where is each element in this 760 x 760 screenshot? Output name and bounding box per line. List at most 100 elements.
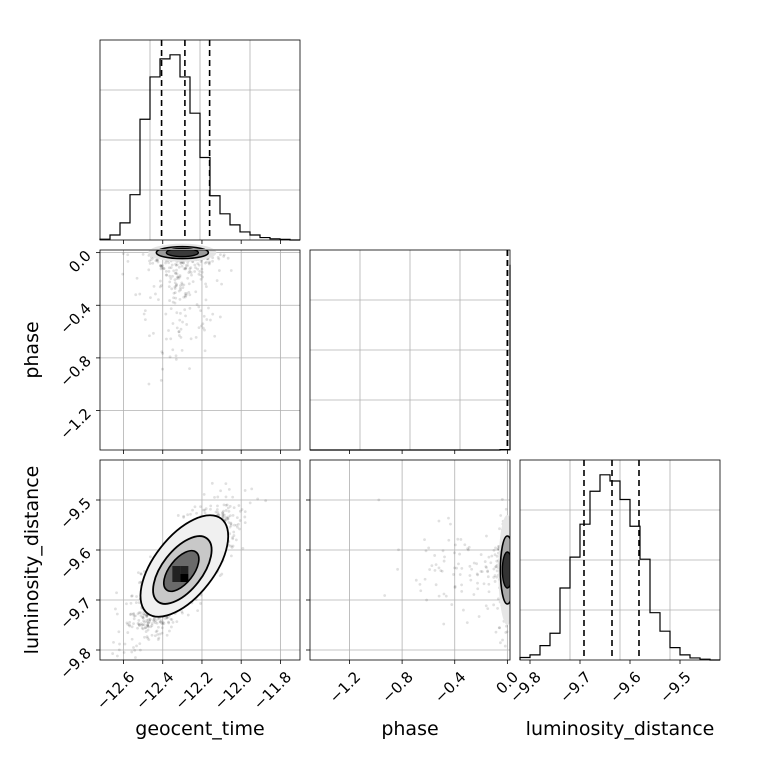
geocent_time-vs-luminosity_distance-sample-point — [126, 622, 130, 626]
phase-vs-luminosity_distance-sample-point — [487, 582, 491, 586]
geocent_time-vs-phase-sample-point — [219, 253, 222, 257]
geocent_time-vs-luminosity_distance-sample-point — [167, 621, 171, 625]
phase-vs-luminosity_distance-sample-point — [447, 516, 450, 520]
phase-vs-luminosity_distance-sample-point — [423, 577, 427, 581]
geocent_time-vs-luminosity_distance-sample-point — [128, 623, 131, 627]
phase-vs-luminosity_distance-sample-point — [442, 592, 446, 596]
phase-vs-luminosity_distance-sample-point — [504, 507, 508, 511]
geocent_time-vs-phase-sample-point — [179, 261, 182, 264]
geocent_time-vs-luminosity_distance-sample-point — [115, 591, 118, 595]
geocent_time-vs-luminosity_distance-ytick-label: −9.8 — [56, 644, 94, 682]
geocent_time-vs-phase-sample-point — [222, 253, 226, 257]
geocent_time-vs-luminosity_distance-sample-point — [144, 626, 147, 630]
phase-vs-luminosity_distance-sample-point — [476, 587, 480, 591]
geocent_time-vs-luminosity_distance-sample-point — [143, 635, 146, 639]
geocent_time-vs-phase-sample-point — [175, 284, 178, 287]
geocent_time-vs-luminosity_distance-sample-point — [129, 613, 132, 616]
phase-vs-luminosity_distance-sample-point — [494, 565, 498, 569]
geocent_time-vs-luminosity_distance-sample-point — [182, 516, 186, 519]
geocent_time-vs-phase-sample-point — [173, 287, 177, 290]
phase-vs-luminosity_distance-sample-point — [472, 561, 476, 565]
phase-vs-luminosity_distance-sample-point — [433, 568, 437, 572]
geocent_time-vs-luminosity_distance-sample-point — [117, 630, 121, 634]
geocent_time-vs-phase-sample-point — [165, 273, 169, 277]
geocent_time-vs-phase-sample-point — [167, 261, 171, 265]
geocent_time-vs-phase-sample-point — [191, 280, 195, 284]
phase-vs-luminosity_distance-sample-point — [495, 559, 499, 563]
geocent_time-vs-luminosity_distance-sample-point — [235, 516, 239, 520]
phase-vs-luminosity_distance-sample-point — [457, 562, 460, 566]
geocent_time-vs-phase-sample-point — [174, 354, 178, 358]
phase-vs-luminosity_distance-sample-point — [494, 546, 497, 550]
geocent_time-vs-luminosity_distance-sample-point — [228, 525, 232, 529]
geocent_time-vs-luminosity_distance-sample-point — [218, 574, 222, 578]
geocent_time-vs-phase-sample-point — [203, 261, 207, 265]
geocent_time-vs-phase-sample-point — [184, 266, 188, 270]
geocent_time-vs-luminosity_distance-sample-point — [243, 489, 247, 492]
phase-vs-luminosity_distance-sample-point — [492, 575, 496, 579]
phase-vs-luminosity_distance-sample-point — [452, 573, 455, 576]
geocent_time-vs-luminosity_distance-xtick-label: −12.4 — [132, 668, 177, 713]
geocent_time-vs-luminosity_distance-density-core-cell — [172, 566, 181, 574]
geocent_time-vs-phase-sample-point — [174, 284, 178, 288]
geocent_time-vs-phase-sample-point — [209, 318, 212, 322]
geocent_time-vs-luminosity_distance-sample-point — [158, 620, 162, 624]
geocent_time-vs-luminosity_distance-sample-point — [231, 495, 235, 499]
geocent_time-vs-phase-sample-point — [194, 290, 198, 294]
phase-vs-luminosity_distance-sample-point — [437, 566, 441, 570]
geocent_time-vs-luminosity_distance-sample-point — [238, 519, 242, 522]
phase-vs-luminosity_distance-contour-1 — [501, 551, 510, 589]
phase-vs-luminosity_distance-sample-point — [486, 575, 490, 579]
geocent_time-vs-luminosity_distance-sample-point — [215, 508, 219, 511]
geocent_time-vs-luminosity_distance-sample-point — [138, 642, 142, 646]
phase-vs-luminosity_distance-sample-point — [453, 566, 457, 570]
geocent_time-vs-phase-sample-point — [193, 263, 197, 267]
geocent_time-vs-luminosity_distance-sample-point — [232, 534, 236, 537]
geocent_time-vs-phase-sample-point — [164, 312, 168, 316]
phase-vs-luminosity_distance-sample-point — [497, 544, 500, 548]
geocent_time-vs-luminosity_distance-sample-point — [146, 624, 150, 628]
geocent_time-vs-luminosity_distance-sample-point — [226, 515, 230, 519]
geocent_time-vs-luminosity_distance-sample-point — [219, 489, 222, 493]
geocent_time-vs-phase-sample-point — [174, 271, 177, 275]
geocent_time-vs-luminosity_distance-sample-point — [148, 617, 152, 621]
geocent_time-vs-luminosity_distance-sample-point — [130, 625, 134, 629]
geocent_time-vs-luminosity_distance-sample-point — [137, 618, 141, 622]
geocent_time-vs-phase-top-mask — [100, 249, 300, 250]
geocent_time-vs-phase-sample-point — [159, 264, 163, 268]
geocent_time-vs-phase-sample-point — [207, 306, 210, 310]
geocent_time-vs-luminosity_distance-sample-point — [241, 546, 245, 550]
geocent_time-vs-luminosity_distance-sample-point — [236, 525, 239, 529]
geocent_time-vs-luminosity_distance-sample-point — [137, 611, 141, 615]
phase-vs-luminosity_distance-sample-point — [505, 630, 509, 634]
geocent_time-vs-luminosity_distance-sample-point — [193, 505, 197, 509]
phase-vs-luminosity_distance-sample-point — [479, 553, 483, 556]
geocent_time-vs-luminosity_distance-sample-point — [228, 504, 232, 508]
geocent_time-vs-phase-sample-point — [177, 276, 181, 280]
phase-vs-luminosity_distance-sample-point — [463, 543, 467, 547]
geocent_time-vs-luminosity_distance-sample-point — [229, 544, 233, 548]
geocent_time-vs-luminosity_distance-sample-point — [148, 618, 152, 622]
geocent_time-vs-luminosity_distance-sample-point — [222, 509, 225, 513]
geocent_time-vs-luminosity_distance-sample-point — [223, 518, 227, 522]
geocent_time-vs-luminosity_distance-sample-point — [118, 642, 121, 646]
phase-vs-luminosity_distance-sample-point — [495, 569, 499, 573]
phase-vs-luminosity_distance-sample-point — [504, 631, 508, 634]
geocent_time-vs-phase-sample-point — [184, 293, 188, 297]
phase-vs-luminosity_distance-sample-point — [466, 547, 470, 551]
x-axis-label-luminosity-distance: luminosity_distance — [526, 718, 715, 740]
geocent_time-vs-phase-sample-point — [208, 260, 211, 264]
phase-vs-luminosity_distance-sample-point — [475, 562, 478, 566]
geocent_time-vs-luminosity_distance-sample-point — [146, 623, 150, 627]
geocent_time-vs-phase-sample-point — [174, 271, 178, 275]
phase-vs-luminosity_distance-sample-point — [476, 573, 480, 577]
geocent_time-vs-phase-sample-point — [156, 258, 160, 262]
geocent_time-vs-phase-sample-point — [204, 282, 208, 286]
geocent_time-vs-luminosity_distance-sample-point — [221, 511, 224, 515]
geocent_time-vs-luminosity_distance-sample-point — [153, 634, 157, 638]
geocent_time-vs-luminosity_distance-sample-point — [221, 515, 225, 519]
phase-vs-luminosity_distance-sample-point — [444, 594, 448, 598]
geocent_time-vs-phase-sample-point — [174, 357, 178, 361]
geocent_time-vs-phase-sample-point — [200, 324, 203, 328]
tick-marks — [96, 240, 681, 664]
